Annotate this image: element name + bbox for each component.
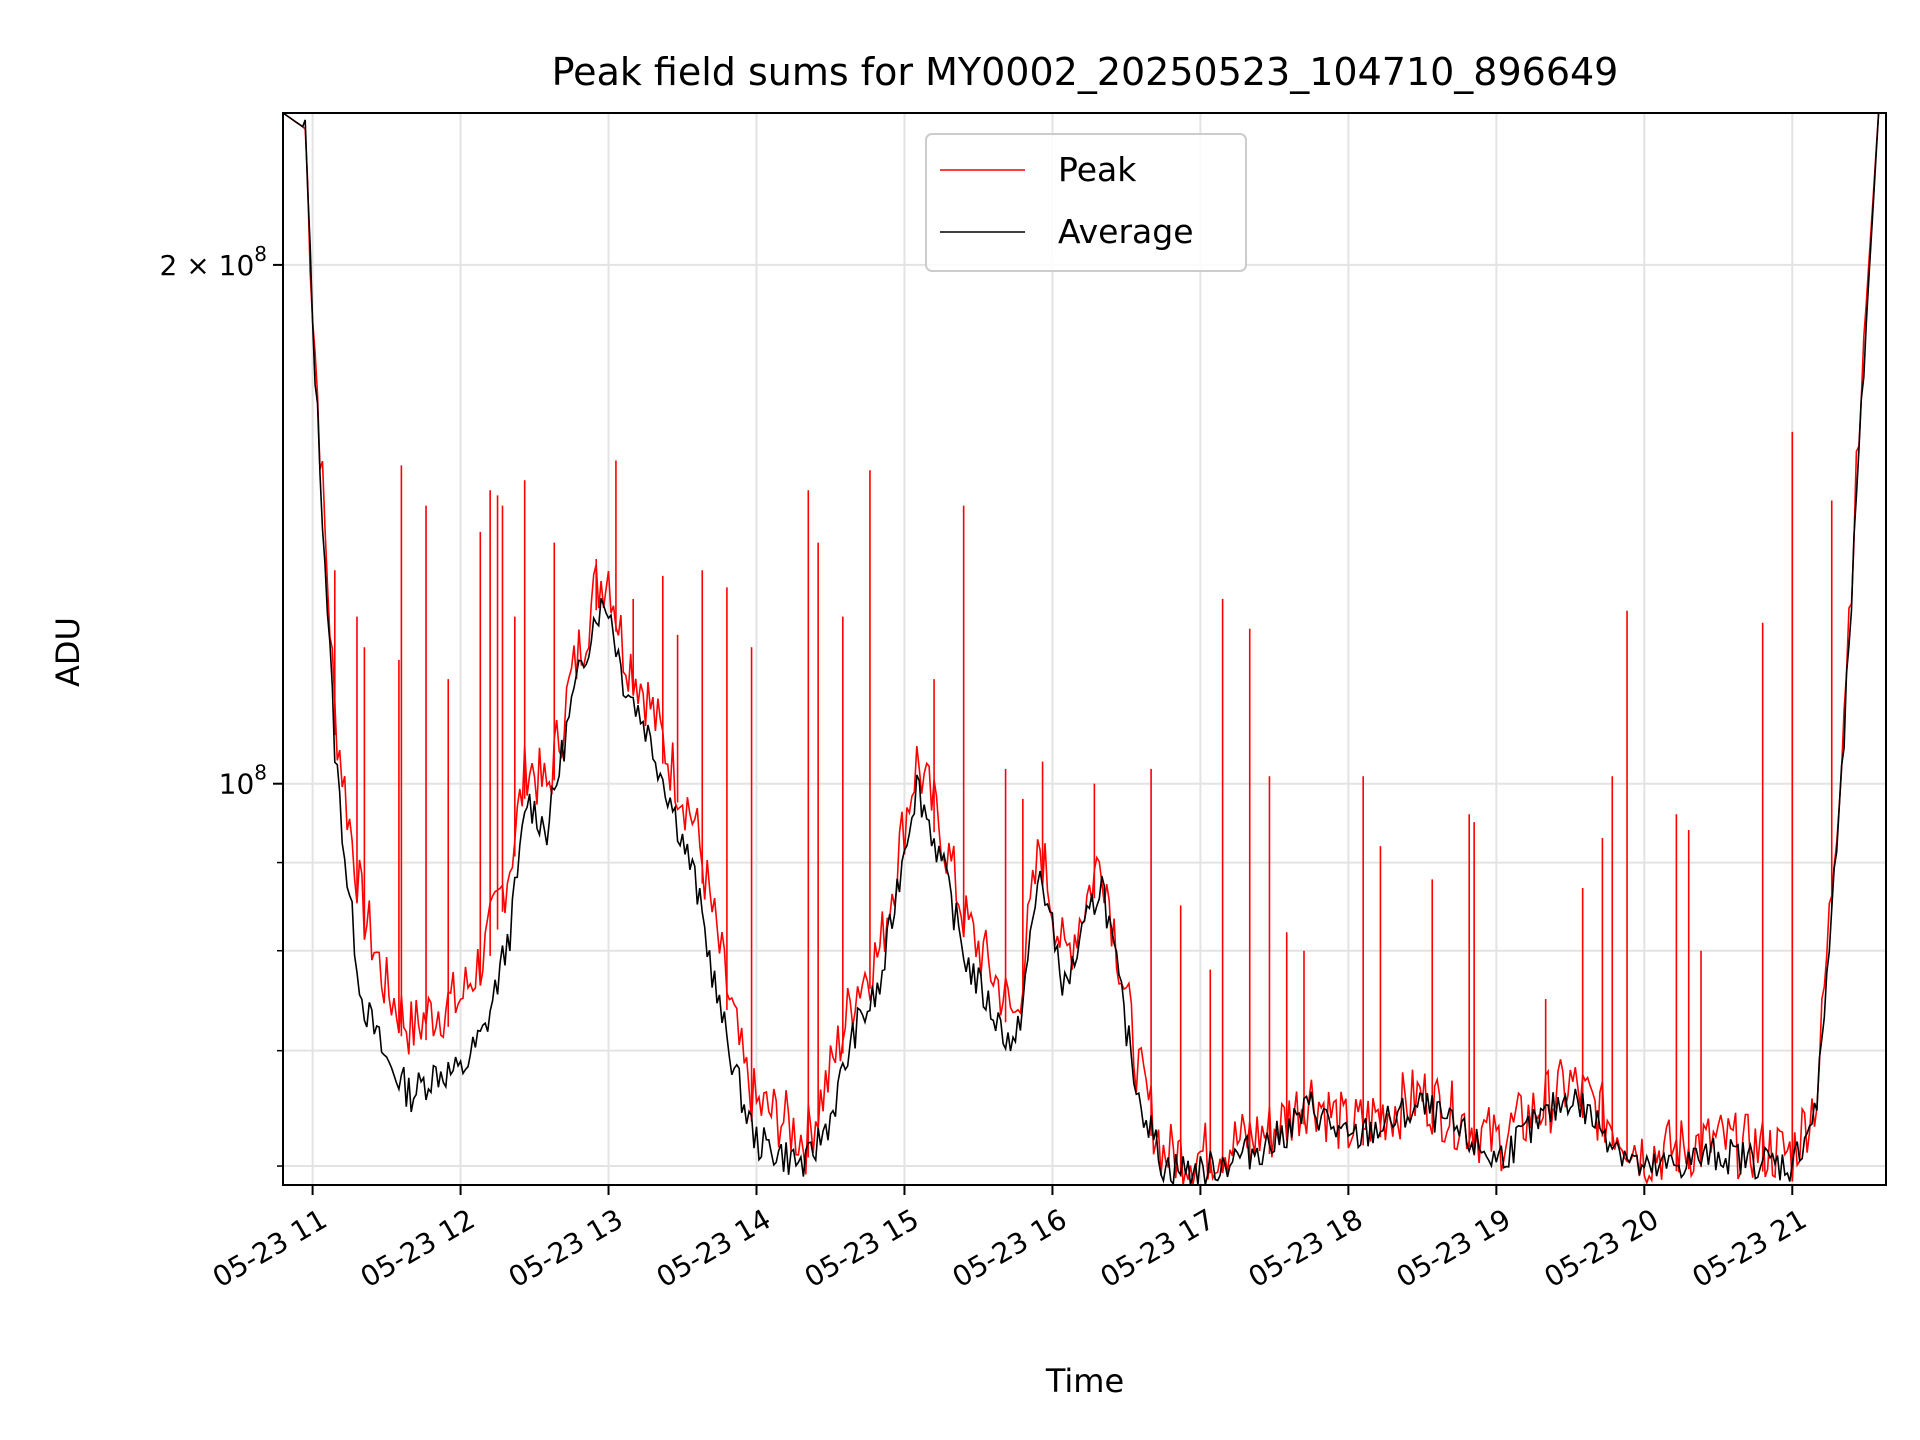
y-tick-label: 108 (219, 761, 267, 801)
x-axis-title: Time (1045, 1362, 1124, 1400)
legend-label-peak: Peak (1058, 150, 1137, 189)
legend-label-average: Average (1058, 212, 1194, 251)
y-tick-label: 2 × 108 (160, 242, 267, 282)
chart-title: Peak field sums for MY0002_20250523_1047… (552, 50, 1619, 94)
plot-frame (282, 112, 1887, 1186)
y-axis-title: ADU (49, 617, 87, 687)
legend-box (925, 133, 1247, 272)
series-line-average (283, 113, 1880, 1185)
legend: Peak Average (925, 133, 1247, 272)
series-layer (283, 113, 1880, 1185)
